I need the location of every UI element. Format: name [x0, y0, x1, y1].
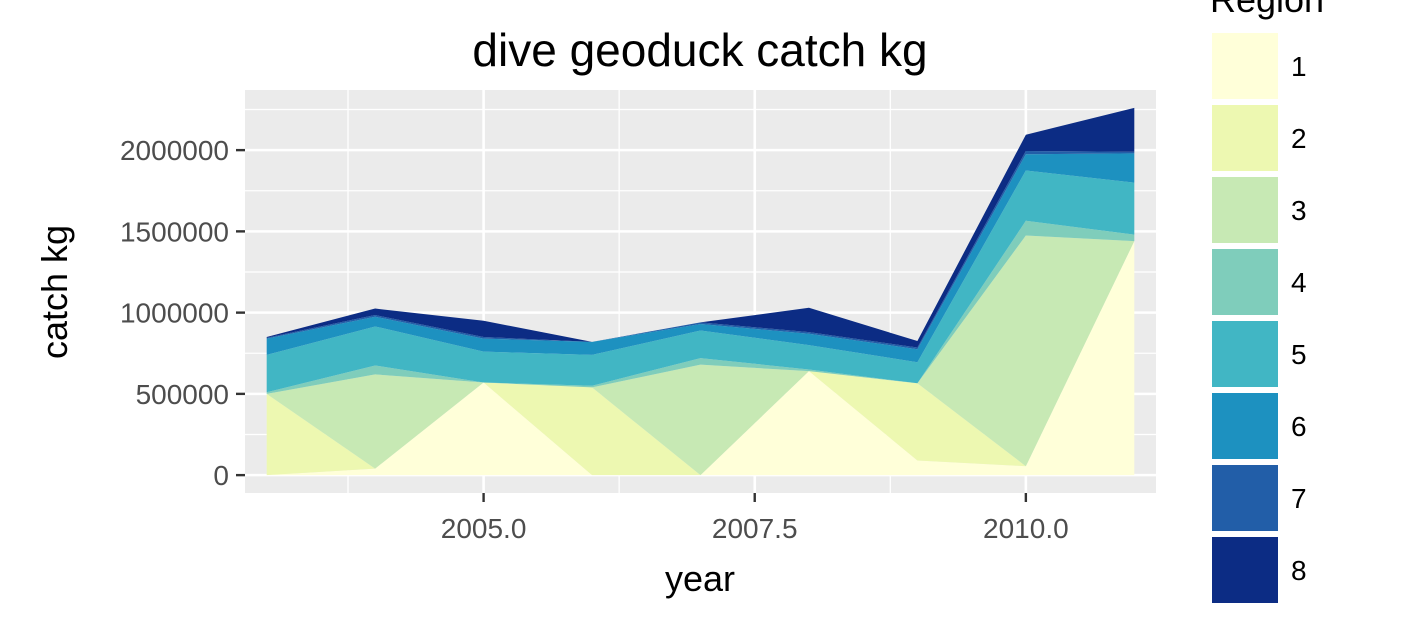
x-axis-label: year: [665, 558, 735, 599]
legend-key-region-7: [1212, 465, 1278, 531]
legend-label-region-8: 8: [1291, 555, 1307, 586]
x-axis: 2005.0 2007.5 2010.0: [441, 493, 1069, 544]
area-region-3: [266, 235, 1135, 476]
legend-label-region-6: 6: [1291, 411, 1307, 442]
legend-key-region-2: [1212, 105, 1278, 171]
legend-label-region-4: 4: [1291, 267, 1307, 298]
x-tick-label: 2007.5: [712, 513, 798, 544]
chart-title: dive geoduck catch kg: [472, 24, 927, 76]
legend: 1 2 3 4 5 6 7 8: [1212, 33, 1307, 603]
area-region-1: [266, 241, 1135, 476]
x-tick-label: 2010.0: [983, 513, 1069, 544]
y-tick-label: 0: [213, 460, 229, 491]
legend-key-region-1: [1212, 33, 1278, 99]
legend-key-region-4: [1212, 249, 1278, 315]
y-axis: 0 500000 1000000 1500000 2000000: [120, 135, 245, 491]
legend-key-region-6: [1212, 393, 1278, 459]
legend-label-region-2: 2: [1291, 123, 1307, 154]
area-region-4: [266, 220, 1135, 394]
legend-label-region-7: 7: [1291, 483, 1307, 514]
y-tick-label: 500000: [136, 379, 229, 410]
legend-label-region-3: 3: [1291, 195, 1307, 226]
y-tick-label: 1500000: [120, 216, 229, 247]
area-region-8: [266, 107, 1135, 348]
legend-key-region-5: [1212, 321, 1278, 387]
area-region-2: [266, 241, 1135, 476]
legend-label-region-1: 1: [1291, 51, 1307, 82]
area-region-5: [266, 170, 1135, 393]
legend-key-region-3: [1212, 177, 1278, 243]
legend-key-region-8: [1212, 537, 1278, 603]
area-layers: [266, 107, 1135, 476]
y-tick-label: 1000000: [120, 298, 229, 329]
legend-label-region-5: 5: [1291, 339, 1307, 370]
y-tick-label: 2000000: [120, 135, 229, 166]
legend-title: Region: [1210, 0, 1324, 20]
y-axis-label: catch kg: [34, 225, 75, 359]
x-tick-label: 2005.0: [441, 513, 527, 544]
